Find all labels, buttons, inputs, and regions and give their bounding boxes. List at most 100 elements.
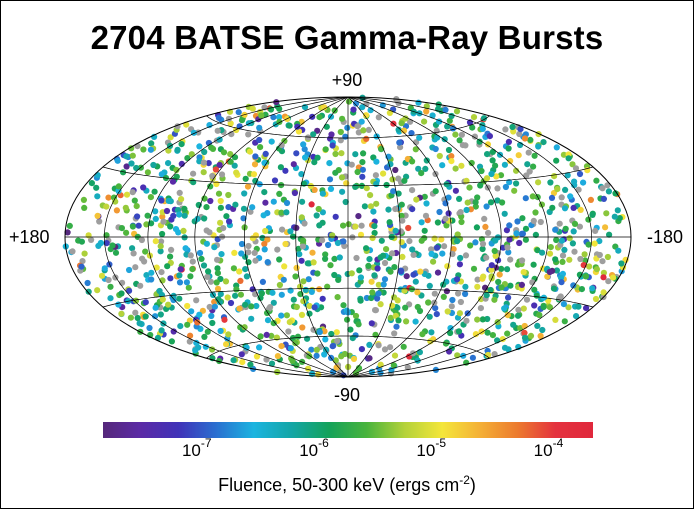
- burst-point: [551, 173, 558, 180]
- burst-point: [174, 146, 181, 153]
- burst-point: [95, 242, 102, 249]
- colorbar-tick-base: 10: [181, 441, 201, 460]
- burst-point: [98, 272, 106, 279]
- burst-point: [158, 327, 165, 334]
- burst-point: [540, 303, 547, 311]
- burst-point: [278, 291, 285, 298]
- burst-point: [329, 343, 336, 350]
- burst-point: [468, 159, 475, 167]
- burst-point: [498, 284, 505, 291]
- burst-point: [532, 231, 539, 238]
- burst-point: [319, 295, 326, 302]
- burst-point: [502, 126, 509, 133]
- burst-point: [167, 223, 174, 230]
- burst-point: [558, 279, 565, 286]
- burst-point: [195, 201, 202, 209]
- burst-point: [616, 215, 623, 222]
- burst-point: [280, 276, 287, 283]
- fluence-colorbar: [103, 422, 593, 438]
- burst-point: [448, 153, 455, 160]
- burst-point: [325, 241, 332, 249]
- burst-point: [310, 259, 317, 266]
- burst-point: [257, 144, 264, 151]
- burst-point: [126, 287, 133, 294]
- burst-point: [519, 257, 526, 264]
- burst-point: [559, 258, 566, 265]
- burst-point: [85, 288, 92, 295]
- burst-point: [204, 328, 211, 335]
- burst-point: [185, 284, 192, 291]
- burst-point: [477, 182, 484, 189]
- burst-point: [401, 177, 408, 184]
- burst-point: [434, 244, 441, 251]
- burst-point: [387, 314, 394, 321]
- burst-point: [573, 313, 580, 320]
- burst-point: [217, 327, 224, 335]
- burst-point: [241, 324, 248, 331]
- burst-point: [488, 262, 495, 269]
- burst-point: [504, 266, 511, 273]
- burst-point: [261, 240, 268, 248]
- burst-point: [443, 181, 450, 188]
- burst-point: [140, 184, 147, 191]
- burst-point: [232, 292, 239, 299]
- burst-point: [458, 218, 465, 226]
- burst-point: [217, 291, 224, 298]
- burst-point: [386, 219, 393, 226]
- burst-point: [489, 148, 496, 155]
- burst-point: [158, 197, 165, 204]
- burst-point: [428, 250, 435, 257]
- burst-point: [80, 196, 87, 203]
- burst-point: [472, 203, 479, 210]
- burst-point: [300, 278, 307, 285]
- burst-point: [600, 195, 608, 202]
- burst-point: [531, 152, 538, 159]
- burst-point: [432, 305, 439, 312]
- burst-point: [120, 169, 127, 176]
- burst-point: [371, 223, 378, 230]
- burst-point: [358, 222, 365, 229]
- burst-point: [359, 104, 366, 111]
- burst-point: [596, 238, 603, 245]
- burst-point: [326, 176, 334, 183]
- burst-point: [412, 146, 419, 153]
- burst-point: [319, 209, 326, 216]
- burst-point: [158, 238, 165, 245]
- burst-point: [368, 320, 375, 327]
- burst-point: [558, 274, 565, 281]
- burst-point: [218, 251, 225, 258]
- burst-point: [373, 158, 380, 165]
- burst-point: [218, 171, 226, 178]
- burst-point: [482, 223, 489, 230]
- burst-point: [566, 235, 573, 242]
- burst-point: [449, 296, 456, 304]
- burst-point: [523, 296, 531, 303]
- burst-point: [180, 227, 187, 234]
- burst-point: [408, 130, 415, 137]
- burst-point: [247, 361, 254, 368]
- burst-point: [205, 139, 212, 147]
- burst-point: [332, 213, 339, 220]
- burst-point: [314, 154, 321, 161]
- burst-point: [518, 281, 525, 288]
- burst-point: [453, 108, 461, 115]
- burst-point: [603, 210, 610, 217]
- burst-point: [308, 288, 315, 295]
- burst-point: [201, 333, 208, 340]
- burst-point: [340, 238, 347, 245]
- burst-point: [353, 100, 360, 107]
- burst-point: [164, 263, 171, 270]
- burst-point: [359, 159, 366, 166]
- burst-point: [163, 207, 171, 215]
- burst-point: [504, 244, 511, 251]
- burst-point: [463, 206, 470, 214]
- burst-point: [170, 212, 177, 219]
- burst-point: [510, 321, 517, 328]
- burst-point: [258, 112, 265, 119]
- burst-point: [326, 160, 333, 167]
- burst-point: [483, 175, 491, 182]
- burst-point: [201, 195, 208, 202]
- burst-point: [298, 311, 306, 318]
- burst-point: [252, 257, 259, 264]
- burst-point: [418, 219, 425, 226]
